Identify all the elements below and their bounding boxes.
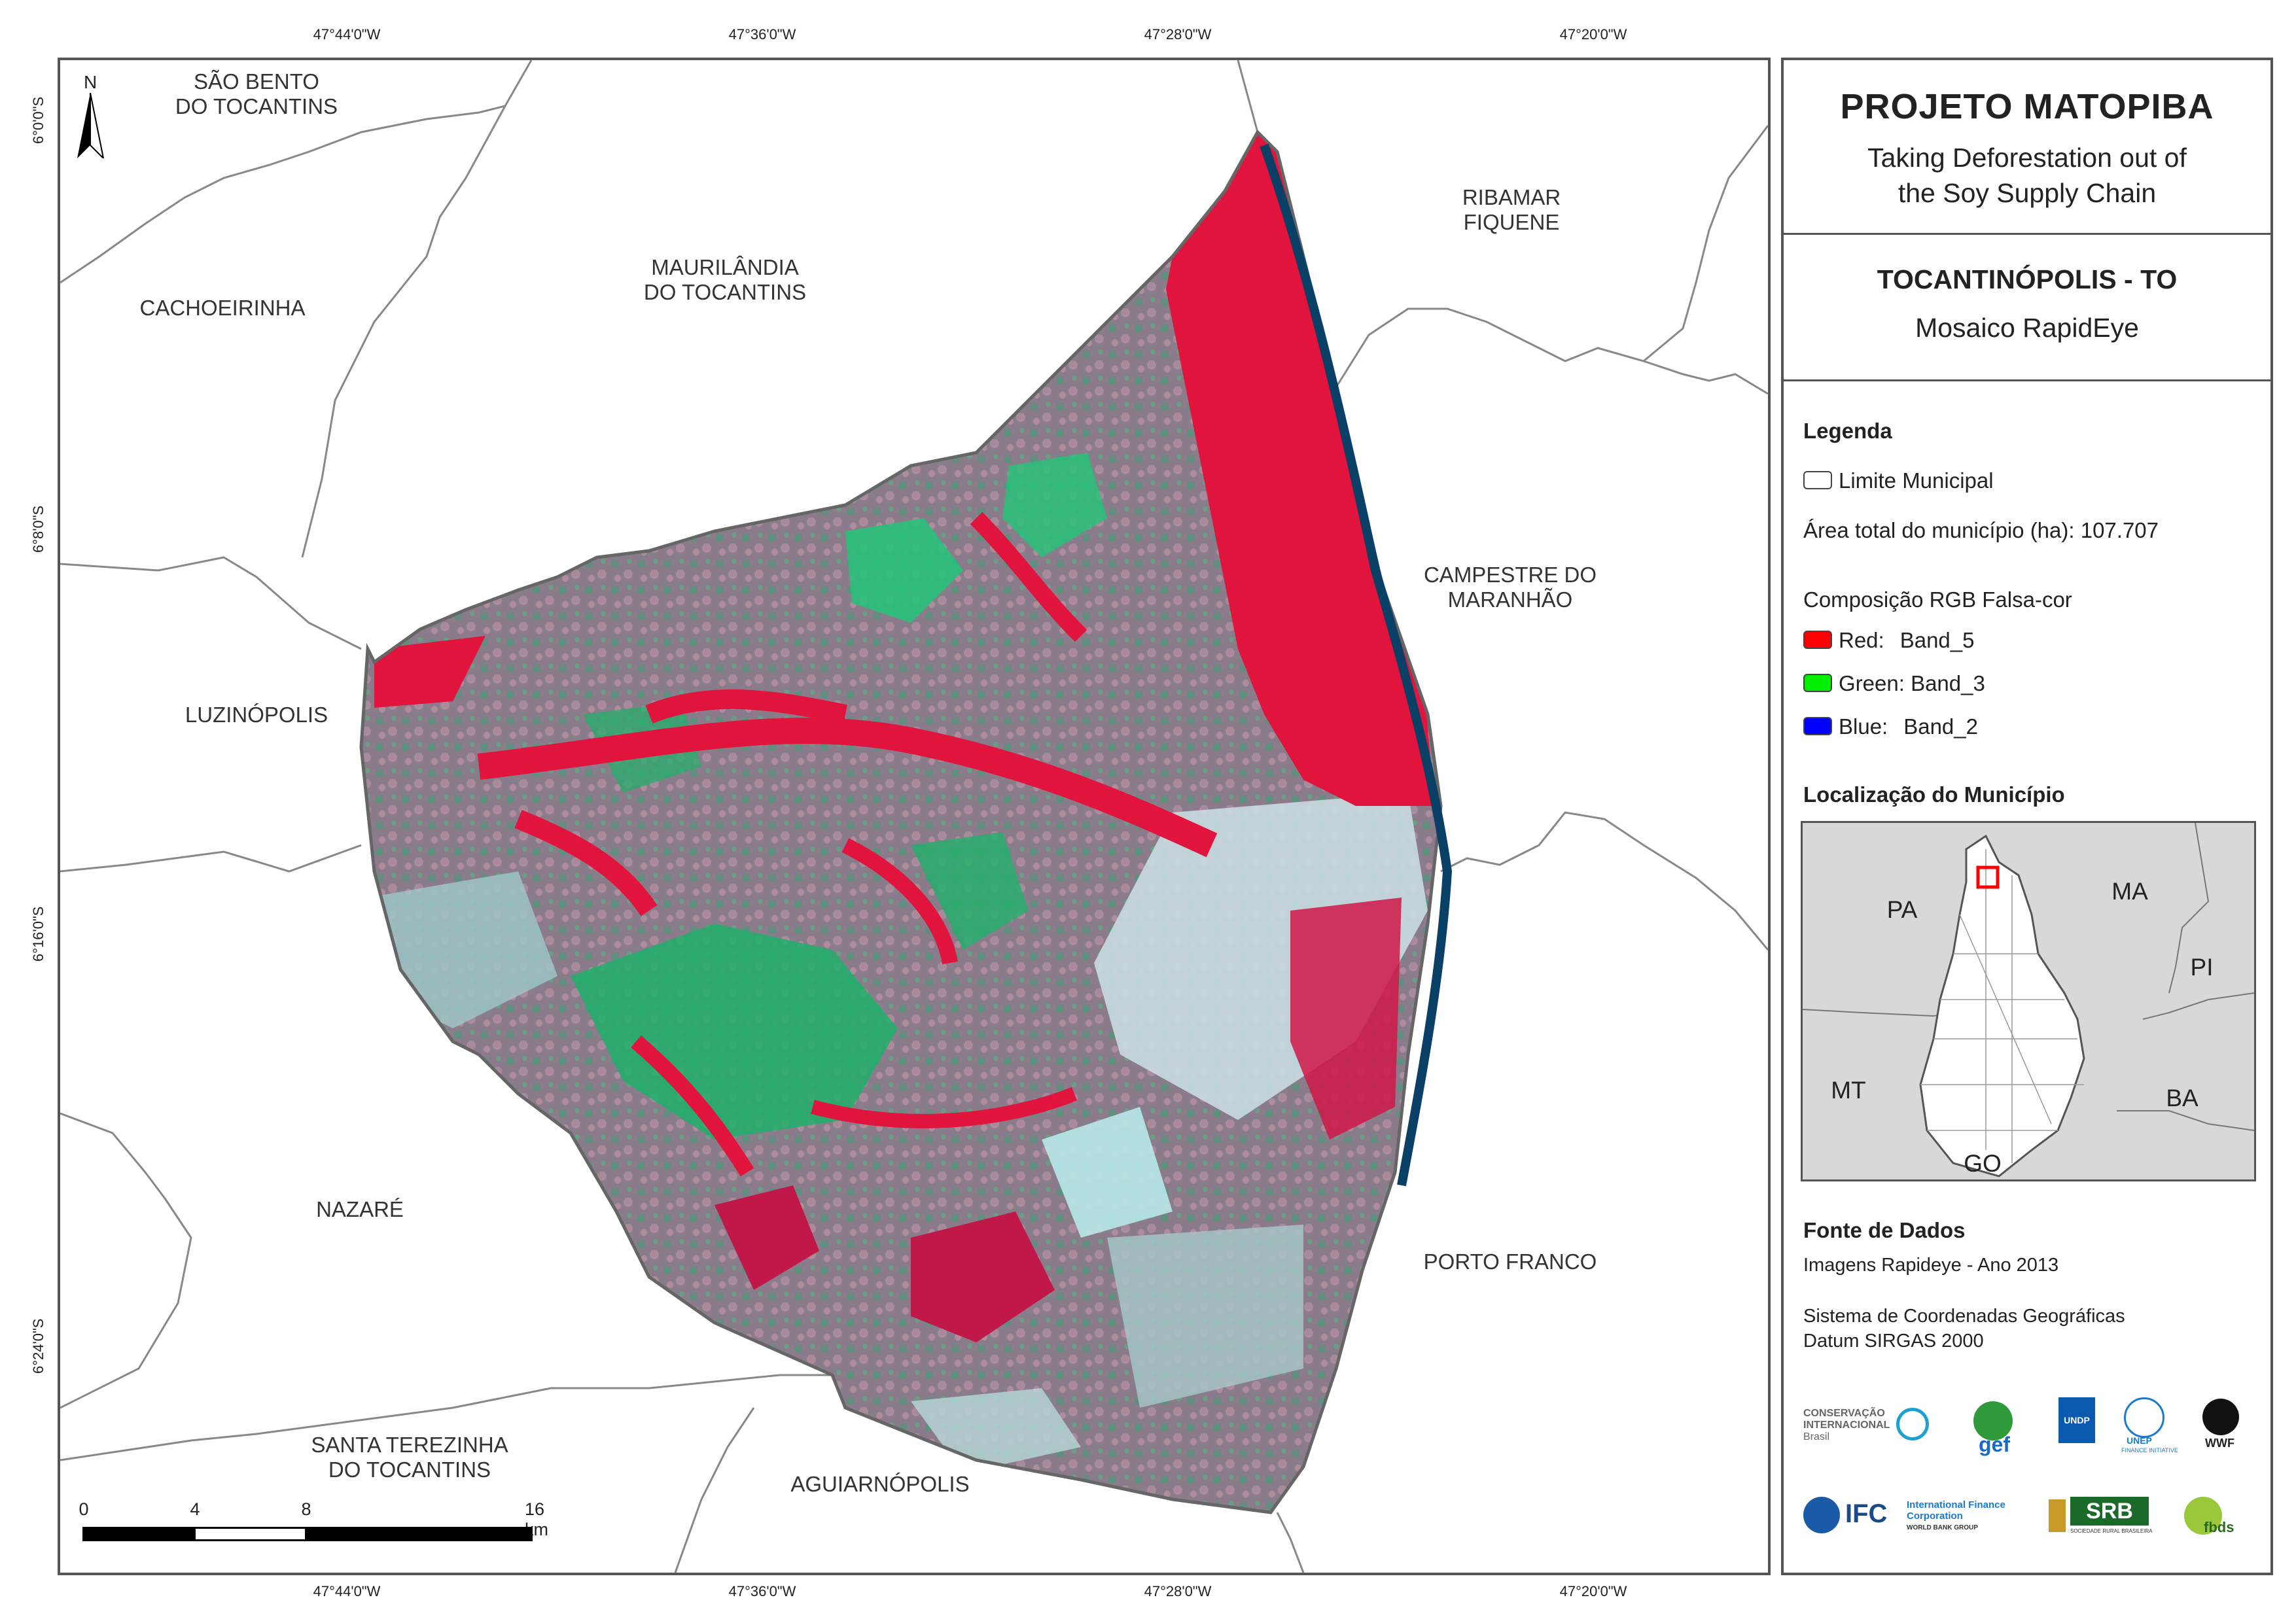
- municipality-title: TOCANTINÓPOLIS - TO: [1877, 264, 2178, 294]
- north-label: N: [84, 72, 97, 92]
- tick-bottom-3: 47°28'0"W: [1144, 1583, 1212, 1599]
- tick-top-4: 47°20'0"W: [1559, 26, 1627, 43]
- red-band-swatch: [1803, 631, 1832, 649]
- scale-segment: [305, 1527, 533, 1541]
- ci-logo-icon: [1896, 1408, 1929, 1440]
- band-name: Green:: [1839, 671, 1905, 695]
- inset-map-canvas: [1803, 823, 2254, 1178]
- tick-top-2: 47°36'0"W: [728, 26, 796, 43]
- municipality-label: NAZARÉ: [316, 1197, 404, 1221]
- location-inset-map: PA MA PI MT BA GO: [1801, 821, 2256, 1181]
- north-arrow: N: [75, 72, 114, 158]
- fbds-logo-icon: [2184, 1497, 2222, 1535]
- scale-label: 4: [190, 1499, 200, 1519]
- green-band-swatch: [1803, 674, 1832, 692]
- band-value: Band_5: [1899, 628, 1975, 652]
- green-band-label: Green: Band_3: [1839, 671, 1985, 696]
- scale-label: 0: [79, 1499, 89, 1519]
- state-label: GO: [1964, 1150, 2002, 1177]
- municipality-label: CACHOEIRINHA: [139, 296, 306, 320]
- tick-left-3: 6°16'0"S: [30, 906, 46, 962]
- location-heading: Localização do Município: [1803, 782, 2065, 807]
- municipality-label: AGUIARNÓPOLIS: [790, 1472, 970, 1496]
- scale-label: 8: [301, 1499, 311, 1519]
- ci-logo-country: Brasil: [1803, 1431, 1830, 1442]
- location-marker: [1976, 865, 2000, 889]
- area-label: Área total do município (ha): 107.707: [1803, 518, 2159, 542]
- map-frame: [58, 58, 1771, 1575]
- boundary-swatch: [1803, 471, 1832, 489]
- legend-panel: PROJETO MATOPIBA Taking Deforestation ou…: [1781, 58, 2273, 1575]
- state-label: MT: [1831, 1077, 1866, 1104]
- municipal-boundaries: [60, 60, 1768, 1573]
- municipality-label: CAMPESTRE DO MARANHÃO: [1423, 563, 1597, 612]
- wwf-panda-icon: [2202, 1399, 2239, 1435]
- ci-logo-text: CONSERVAÇÃO INTERNACIONAL: [1803, 1408, 1890, 1431]
- project-subtitle: Taking Deforestation out of the Soy Supp…: [1867, 143, 2187, 208]
- ifc-globe-icon: [1803, 1497, 1840, 1533]
- state-label: BA: [2166, 1085, 2199, 1111]
- gef-logo-icon: [1973, 1401, 2013, 1440]
- north-arrow-icon: [77, 93, 105, 158]
- divider: [1784, 379, 2270, 381]
- municipality-label: SÃO BENTO DO TOCANTINS: [175, 69, 338, 118]
- tick-left-2: 6°8'0"S: [30, 505, 46, 553]
- band-value: Band_3: [1911, 671, 1985, 695]
- scale-label: 16 km: [525, 1499, 549, 1539]
- boundary-label: Limite Municipal: [1839, 468, 1994, 493]
- srb-logo: SRB: [2070, 1497, 2149, 1526]
- state-label: PA: [1886, 896, 1918, 923]
- blue-band-label: Blue: Band_2: [1839, 714, 1978, 739]
- srb-full-name: SOCIEDADE RURAL BRASILEIRA: [2070, 1528, 2153, 1534]
- gef-logo: gef: [1979, 1433, 2010, 1456]
- composition-heading: Composição RGB Falsa-cor: [1803, 587, 2072, 612]
- scale-segment: [194, 1527, 308, 1541]
- tick-left-1: 6°0'0"S: [30, 96, 46, 144]
- legend-heading: Legenda: [1803, 419, 1892, 443]
- state-label: PI: [2190, 954, 2214, 981]
- band-value: Band_2: [1903, 714, 1978, 739]
- tick-bottom-2: 47°36'0"W: [728, 1583, 796, 1599]
- band-name: Blue:: [1839, 714, 1888, 739]
- ifc-full-name: International Finance Corporation: [1907, 1499, 2005, 1522]
- unep-logo-subtitle: FINANCE INITIATIVE: [2121, 1447, 2178, 1454]
- unep-logo-icon: [2124, 1397, 2164, 1438]
- fbds-logo: fbds: [2204, 1519, 2234, 1535]
- scale-segment: [82, 1527, 196, 1541]
- tick-top-3: 47°28'0"W: [1144, 26, 1212, 43]
- divider: [1784, 233, 2270, 235]
- unep-logo: UNEP: [2127, 1435, 2152, 1446]
- municipality-label: LUZINÓPOLIS: [185, 703, 328, 727]
- band-name: Red:: [1839, 628, 1884, 652]
- crs-line-1: Sistema de Coordenadas Geográficas: [1803, 1306, 2125, 1327]
- ci-logo: CONSERVAÇÃO INTERNACIONAL Brasil: [1803, 1408, 1901, 1443]
- crs-line-2: Datum SIRGAS 2000: [1803, 1331, 1984, 1352]
- municipality-label: RIBAMAR FIQUENE: [1462, 185, 1561, 234]
- blue-band-swatch: [1803, 717, 1832, 735]
- municipality-label: PORTO FRANCO: [1423, 1249, 1597, 1274]
- undp-logo: UNDP: [2058, 1397, 2095, 1443]
- tick-top-1: 47°44'0"W: [313, 26, 381, 43]
- mosaic-title: Mosaico RapidEye: [1915, 313, 2139, 343]
- tick-left-4: 6°24'0"S: [30, 1318, 46, 1374]
- scale-bar: 0 4 8 16 km: [79, 1499, 550, 1552]
- ifc-logo: IFC: [1845, 1499, 1888, 1528]
- tick-bottom-4: 47°20'0"W: [1559, 1583, 1627, 1599]
- tocantinopolis-boundary: [359, 129, 1443, 1514]
- municipality-label: SANTA TEREZINHA DO TOCANTINS: [311, 1433, 508, 1482]
- wwf-logo: WWF: [2205, 1437, 2234, 1450]
- project-title: PROJETO MATOPIBA: [1840, 87, 2214, 126]
- imagery-source: Imagens Rapideye - Ano 2013: [1803, 1255, 2059, 1276]
- map-canvas: [60, 60, 1768, 1573]
- srb-wheat-icon: [2049, 1499, 2066, 1532]
- tocantins-state-outline: [1919, 834, 2085, 1178]
- sources-heading: Fonte de Dados: [1803, 1218, 1966, 1242]
- state-label: MA: [2111, 878, 2148, 905]
- municipality-label: MAURILÂNDIA DO TOCANTINS: [643, 255, 807, 304]
- red-band-label: Red: Band_5: [1839, 628, 1975, 653]
- tick-bottom-1: 47°44'0"W: [313, 1583, 381, 1599]
- tocantins-river: [1260, 143, 1453, 1187]
- ifc-group: WORLD BANK GROUP: [1907, 1524, 1978, 1531]
